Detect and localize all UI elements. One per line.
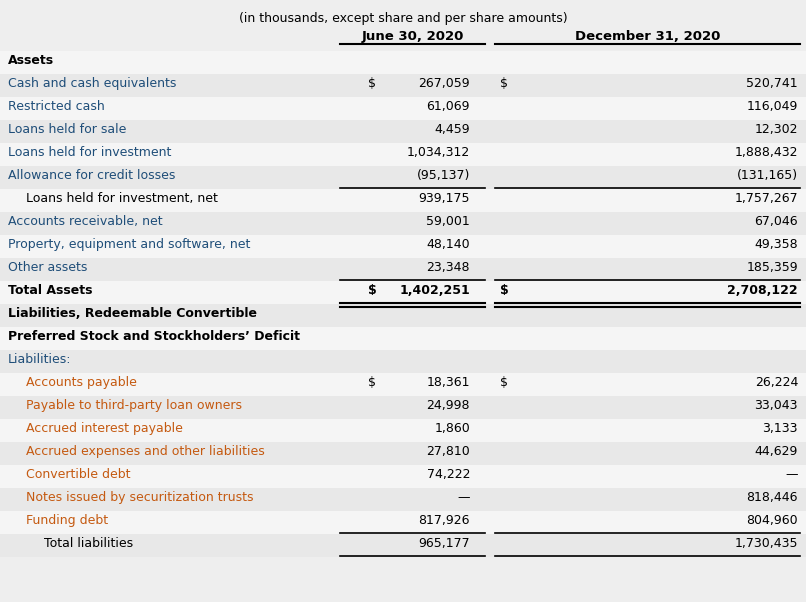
Text: 1,730,435: 1,730,435 — [734, 538, 798, 550]
Bar — [0, 304, 806, 327]
Text: $: $ — [368, 285, 376, 297]
Text: 520,741: 520,741 — [746, 78, 798, 90]
Bar — [0, 281, 806, 304]
Bar — [0, 120, 806, 143]
Bar — [0, 189, 806, 212]
Bar — [0, 235, 806, 258]
Bar — [0, 212, 806, 235]
Text: Liabilities, Redeemable Convertible: Liabilities, Redeemable Convertible — [8, 308, 257, 320]
Bar — [0, 534, 806, 557]
Text: December 31, 2020: December 31, 2020 — [575, 30, 721, 43]
Text: 4,459: 4,459 — [434, 123, 470, 137]
Text: 267,059: 267,059 — [418, 78, 470, 90]
Bar — [0, 488, 806, 511]
Text: $: $ — [368, 376, 376, 389]
Text: 3,133: 3,133 — [762, 423, 798, 435]
Text: Preferred Stock and Stockholders’ Deficit: Preferred Stock and Stockholders’ Defici… — [8, 330, 300, 344]
Text: 185,359: 185,359 — [746, 261, 798, 275]
Text: Total Assets: Total Assets — [8, 285, 93, 297]
Text: 61,069: 61,069 — [426, 101, 470, 113]
Bar — [0, 373, 806, 396]
Text: $: $ — [368, 78, 376, 90]
Text: 2,708,122: 2,708,122 — [727, 285, 798, 297]
Bar — [0, 419, 806, 442]
Text: Total liabilities: Total liabilities — [44, 538, 133, 550]
Text: 67,046: 67,046 — [754, 216, 798, 228]
Text: 74,222: 74,222 — [426, 468, 470, 482]
Text: Loans held for investment, net: Loans held for investment, net — [26, 193, 218, 205]
Text: Funding debt: Funding debt — [26, 515, 108, 527]
Text: Notes issued by securitization trusts: Notes issued by securitization trusts — [26, 491, 254, 504]
Text: Accrued interest payable: Accrued interest payable — [26, 423, 183, 435]
Text: 59,001: 59,001 — [426, 216, 470, 228]
Text: —: — — [786, 468, 798, 482]
Text: $: $ — [500, 285, 509, 297]
Text: (in thousands, except share and per share amounts): (in thousands, except share and per shar… — [239, 12, 567, 25]
Text: Accrued expenses and other liabilities: Accrued expenses and other liabilities — [26, 445, 264, 459]
Text: Loans held for sale: Loans held for sale — [8, 123, 127, 137]
Text: 26,224: 26,224 — [754, 376, 798, 389]
Text: 1,888,432: 1,888,432 — [734, 146, 798, 160]
Text: 49,358: 49,358 — [754, 238, 798, 252]
Bar — [0, 258, 806, 281]
Bar — [0, 97, 806, 120]
Text: Other assets: Other assets — [8, 261, 87, 275]
Bar — [0, 350, 806, 373]
Bar — [0, 511, 806, 534]
Text: 12,302: 12,302 — [754, 123, 798, 137]
Text: —: — — [458, 491, 470, 504]
Text: $: $ — [500, 376, 508, 389]
Bar — [0, 143, 806, 166]
Text: 939,175: 939,175 — [418, 193, 470, 205]
Text: Payable to third-party loan owners: Payable to third-party loan owners — [26, 400, 242, 412]
Text: Convertible debt: Convertible debt — [26, 468, 131, 482]
Text: Allowance for credit losses: Allowance for credit losses — [8, 169, 176, 182]
Text: 18,361: 18,361 — [426, 376, 470, 389]
Bar — [0, 442, 806, 465]
Text: Loans held for investment: Loans held for investment — [8, 146, 172, 160]
Text: 804,960: 804,960 — [746, 515, 798, 527]
Text: 1,860: 1,860 — [434, 423, 470, 435]
Text: 818,446: 818,446 — [746, 491, 798, 504]
Text: 44,629: 44,629 — [754, 445, 798, 459]
Text: 24,998: 24,998 — [426, 400, 470, 412]
Bar — [0, 51, 806, 74]
Text: (95,137): (95,137) — [417, 169, 470, 182]
Text: 965,177: 965,177 — [418, 538, 470, 550]
Text: 116,049: 116,049 — [746, 101, 798, 113]
Text: 1,757,267: 1,757,267 — [734, 193, 798, 205]
Text: $: $ — [500, 78, 508, 90]
Bar — [0, 327, 806, 350]
Text: Cash and cash equivalents: Cash and cash equivalents — [8, 78, 177, 90]
Text: 1,034,312: 1,034,312 — [407, 146, 470, 160]
Text: 27,810: 27,810 — [426, 445, 470, 459]
Bar — [0, 166, 806, 189]
Text: June 30, 2020: June 30, 2020 — [361, 30, 463, 43]
Text: (131,165): (131,165) — [737, 169, 798, 182]
Text: 1,402,251: 1,402,251 — [399, 285, 470, 297]
Text: Accounts receivable, net: Accounts receivable, net — [8, 216, 163, 228]
Text: Liabilities:: Liabilities: — [8, 353, 72, 367]
Bar — [0, 465, 806, 488]
Text: 33,043: 33,043 — [754, 400, 798, 412]
Text: Restricted cash: Restricted cash — [8, 101, 105, 113]
Text: 23,348: 23,348 — [426, 261, 470, 275]
Bar — [0, 74, 806, 97]
Text: Accounts payable: Accounts payable — [26, 376, 137, 389]
Text: Assets: Assets — [8, 54, 54, 67]
Bar — [0, 396, 806, 419]
Text: 817,926: 817,926 — [418, 515, 470, 527]
Text: 48,140: 48,140 — [426, 238, 470, 252]
Text: Property, equipment and software, net: Property, equipment and software, net — [8, 238, 251, 252]
